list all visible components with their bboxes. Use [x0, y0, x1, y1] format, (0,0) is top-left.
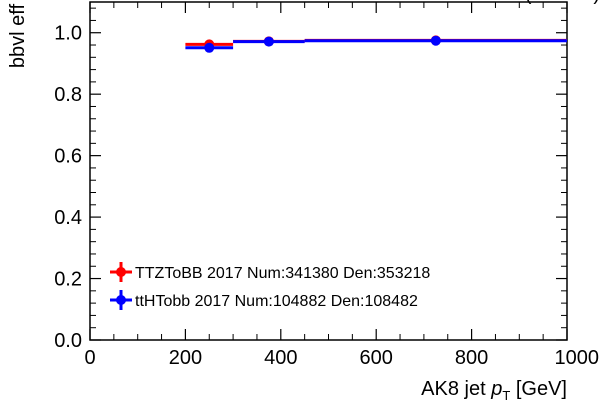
legend-item: ttHTobb 2017 Num:104882 Den:108482 — [110, 290, 418, 310]
legend: TTZToBB 2017 Num:341380 Den:353218 ttHTob… — [110, 262, 430, 310]
y-tick-label: 0.4 — [54, 207, 82, 229]
data-point — [204, 42, 215, 53]
x-tick-label: 0 — [84, 347, 95, 369]
y-tick-label: 0.2 — [54, 269, 82, 291]
corner-text: (13 TeV) — [525, 0, 600, 5]
legend-marker-point — [116, 267, 126, 277]
axis-labels: bbvl eff AK8 jet pT [GeV] (13 TeV) — [7, 0, 600, 403]
y-tick-label: 0.6 — [54, 146, 82, 168]
x-tick-label: 200 — [169, 347, 202, 369]
data-points — [185, 35, 567, 53]
x-tick-label: 800 — [455, 347, 488, 369]
legend-item: TTZToBB 2017 Num:341380 Den:353218 — [110, 262, 430, 282]
x-axis-label: AK8 jet pT [GeV] — [421, 378, 567, 403]
y-tick-label: 0.8 — [54, 84, 82, 106]
legend-label: TTZToBB 2017 Num:341380 Den:353218 — [135, 265, 430, 282]
legend-label: ttHTobb 2017 Num:104882 Den:108482 — [135, 293, 418, 310]
x-tick-label: 600 — [360, 347, 393, 369]
series-2 — [185, 35, 567, 53]
x-axis-label-symbol: p — [490, 378, 502, 400]
data-point — [430, 35, 441, 46]
data-point — [263, 36, 274, 47]
plot-frame — [89, 1, 568, 341]
y-tick-label: 1.0 — [54, 23, 82, 45]
legend-marker-point — [116, 295, 126, 305]
x-axis-label-text: AK8 jet — [421, 378, 491, 400]
x-axis-label-subscript: T — [502, 388, 510, 403]
y-axis-label: bbvl eff — [7, 4, 29, 69]
x-axis-label-unit: [GeV] — [510, 378, 567, 400]
axes: 0 200 400 600 800 1000 0.0 0.2 0.4 0.6 0.8 1.0 — [54, 1, 600, 369]
y-tick-label: 0.0 — [54, 330, 82, 352]
x-tick-label: 400 — [264, 347, 297, 369]
x-tick-label: 1000 — [555, 347, 600, 369]
